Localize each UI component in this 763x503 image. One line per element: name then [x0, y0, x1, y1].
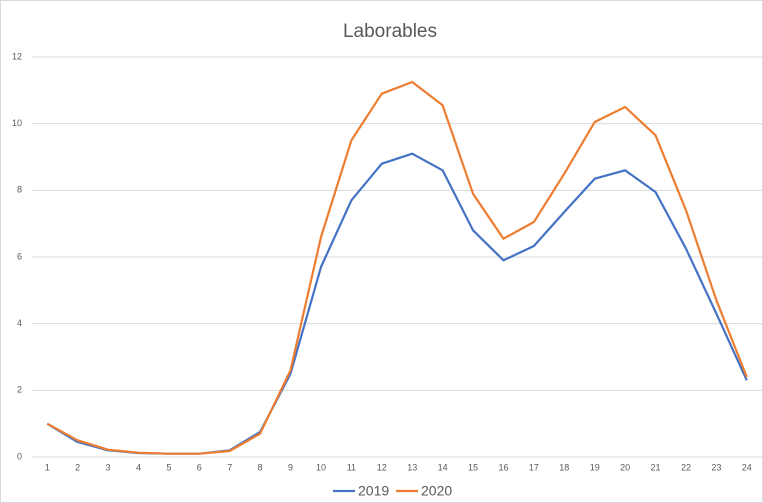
x-tick-label: 13 — [407, 462, 417, 472]
x-tick-label: 2 — [75, 462, 80, 472]
x-tick-label: 4 — [136, 462, 141, 472]
legend-label: 2020 — [421, 483, 452, 499]
x-tick-label: 3 — [106, 462, 111, 472]
y-tick-label: 4 — [17, 318, 22, 328]
x-tick-label: 17 — [529, 462, 539, 472]
y-tick-label: 12 — [12, 51, 22, 61]
x-tick-label: 9 — [288, 462, 293, 472]
chart-title: Laborables — [343, 21, 437, 42]
x-tick-label: 15 — [468, 462, 478, 472]
x-tick-label: 8 — [258, 462, 263, 472]
x-tick-label: 20 — [620, 462, 630, 472]
x-tick-label: 23 — [711, 462, 721, 472]
y-tick-label: 2 — [17, 385, 22, 395]
x-tick-label: 18 — [559, 462, 569, 472]
x-tick-label: 7 — [227, 462, 232, 472]
x-tick-label: 12 — [377, 462, 387, 472]
x-tick-label: 22 — [681, 462, 691, 472]
x-tick-label: 6 — [197, 462, 202, 472]
y-tick-label: 0 — [17, 451, 22, 461]
x-tick-label: 14 — [438, 462, 448, 472]
x-tick-label: 24 — [742, 462, 752, 472]
x-tick-label: 21 — [651, 462, 661, 472]
x-tick-label: 11 — [347, 462, 356, 472]
x-tick-label: 5 — [166, 462, 171, 472]
x-tick-label: 19 — [590, 462, 600, 472]
line-series — [46, 80, 748, 455]
y-tick-label: 10 — [12, 118, 22, 128]
x-tick-label: 16 — [498, 462, 508, 472]
y-tick-label: 6 — [17, 251, 22, 261]
x-tick-label: 10 — [316, 462, 326, 472]
x-tick-label: 1 — [45, 462, 50, 472]
y-tick-label: 8 — [17, 185, 22, 195]
legend-label: 2019 — [358, 483, 389, 499]
